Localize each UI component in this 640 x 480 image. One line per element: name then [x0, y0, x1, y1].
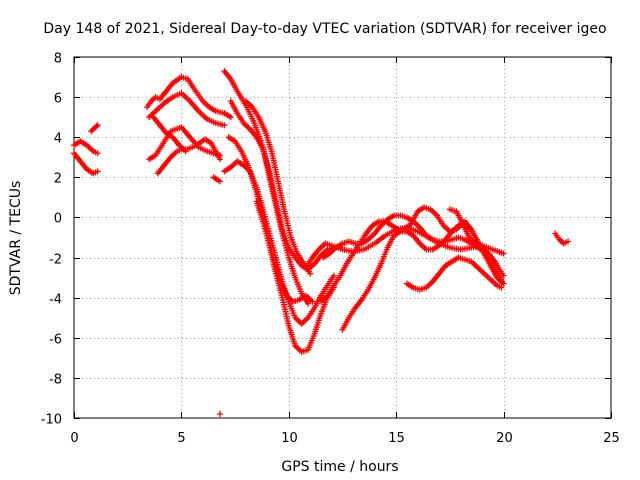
y-tick-label: 8: [54, 52, 62, 67]
x-tick-label: 25: [603, 431, 620, 446]
y-tick-label: -6: [49, 333, 62, 348]
data-point: [94, 122, 101, 129]
data-point: [217, 178, 224, 185]
data-point: [94, 150, 101, 157]
data-point: [307, 270, 314, 277]
y-tick-label: -10: [41, 413, 62, 428]
chart-title: Day 148 of 2021, Sidereal Day-to-day VTE…: [43, 21, 606, 37]
plot-frame: [73, 56, 612, 419]
y-tick-label: -8: [49, 373, 62, 388]
y-tick-label: 4: [54, 132, 62, 147]
data-point: [217, 156, 224, 163]
x-tick-label: 15: [388, 431, 405, 446]
data-point: [227, 114, 234, 121]
x-tick-label: 20: [496, 431, 513, 446]
data-point: [217, 410, 224, 417]
data-point: [182, 148, 189, 155]
y-tick-label: 2: [54, 172, 62, 187]
data-point: [221, 122, 228, 129]
data-point: [93, 123, 100, 130]
x-tick-label: 5: [177, 431, 185, 446]
data-point: [498, 284, 505, 291]
data-point: [309, 298, 316, 305]
grid-lines: [74, 57, 611, 418]
data-point: [500, 250, 507, 257]
y-tick-label: 0: [54, 212, 62, 227]
axis-ticks: [74, 57, 612, 419]
y-axis-label: SDTVAR / TECUs: [8, 181, 24, 296]
y-tick-label: 6: [54, 92, 62, 107]
data-point: [94, 168, 101, 175]
y-tick-label: -4: [49, 293, 62, 308]
x-axis-label: GPS time / hours: [281, 459, 398, 475]
x-tick-label: 10: [281, 431, 298, 446]
data-point: [500, 272, 507, 279]
y-tick-label: -2: [49, 253, 62, 268]
x-tick-labels: 0 5 10 15 20 25: [70, 431, 619, 446]
x-tick-label: 0: [70, 431, 78, 446]
data-point: [498, 278, 505, 285]
data-markers: [71, 68, 572, 417]
data-point: [305, 300, 312, 307]
y-tick-labels: -10 -8 -6 -4 -2 0 2 4 6 8: [41, 52, 62, 428]
data-point: [330, 272, 337, 279]
data-point: [565, 238, 572, 245]
